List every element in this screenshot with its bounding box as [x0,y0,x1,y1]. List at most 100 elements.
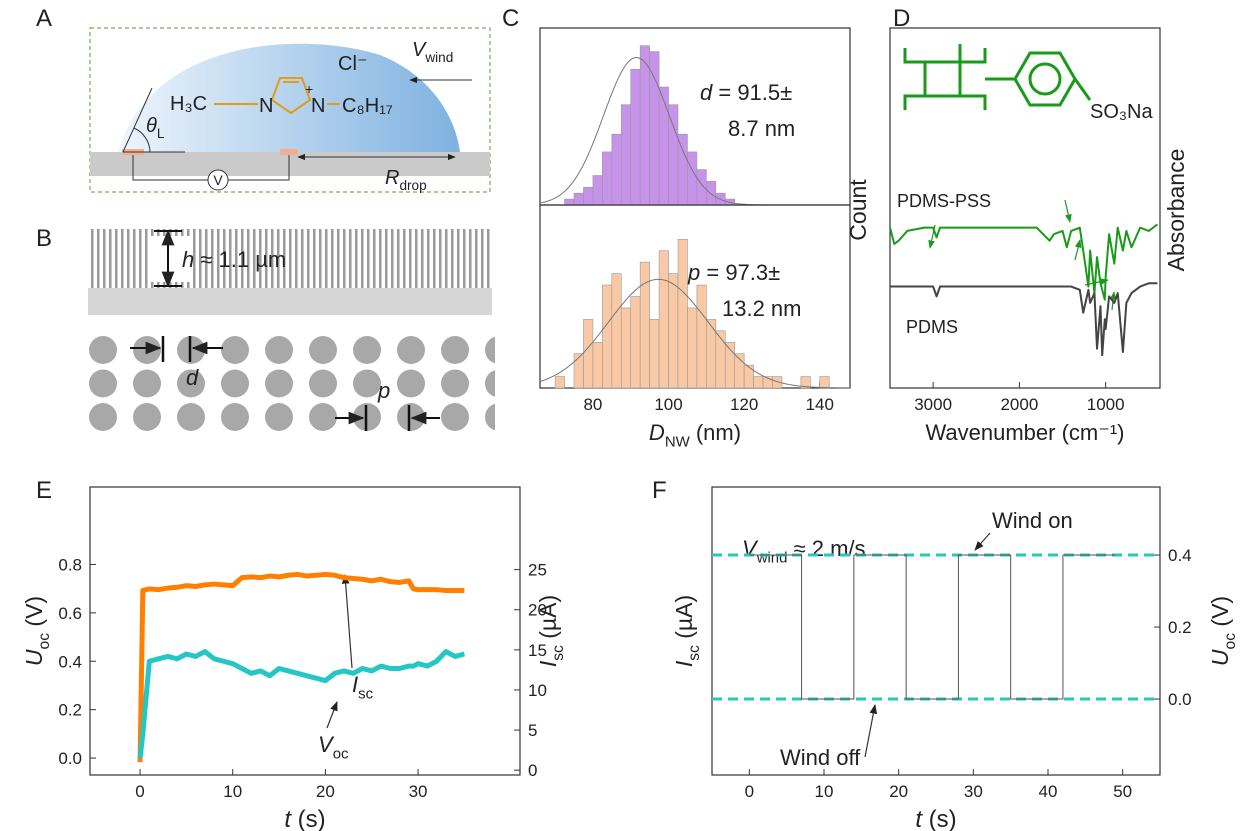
x-axis-label-part: t [915,806,923,831]
y2-axis-label: Uoc (V) [1207,596,1239,666]
angle-label-part: L [157,126,165,141]
plot-frame [711,486,1161,776]
plot-frame [889,27,1161,389]
histogram-bar [743,364,754,389]
pointer [864,704,878,758]
benzene-ring [1028,62,1062,96]
histogram-bar [800,376,811,389]
annotation-part: d [700,80,713,105]
histogram-bar [583,187,594,206]
annotation-part: 8.7 nm [728,116,795,141]
radius-label-part: R [385,167,399,189]
data-line [137,571,465,763]
pointer [974,532,991,551]
y2-axis-label: Isc (µA) [535,595,567,667]
height-label-part: h [182,247,194,272]
histogram-bar [687,307,698,389]
frame [89,27,491,193]
y-axis-label-part: (V) [21,596,47,633]
histogram-bar [611,273,622,389]
radius-label: Rdrop [385,167,427,193]
annotation: Isc [352,672,374,703]
histogram-bar [696,169,707,206]
wind-label-part: wind [424,50,453,65]
annotation: 8.7 nm [728,116,795,141]
y2-tick-label: 10 [528,681,547,700]
base [88,288,492,315]
y2-tick-label: 25 [528,561,547,580]
x-axis-label-part: (s) [291,806,326,831]
x-tick-label: 120 [730,395,758,414]
y2-axis-label-part: I [535,660,561,667]
histogram-bar [630,296,641,389]
wind-label-part: V [412,39,427,61]
peak-arrow [1064,199,1072,223]
histogram-bar [658,86,669,206]
chain: C₈H₁₇ [342,95,393,117]
y2-axis-label-part: (V) [1207,596,1233,633]
series-label: PDMS [906,317,958,337]
annotation: 13.2 nm [722,296,802,321]
x-tick-label: 1000 [1087,395,1125,414]
structure [903,44,1092,110]
atom: N [311,95,325,117]
histogram-bar [677,239,688,389]
series-label: PDMS-PSS [897,191,991,211]
annotation-part: V [318,732,335,757]
bond [1073,78,1092,101]
histogram-bar [554,376,565,389]
x-axis-label: DNW (nm) [649,420,741,451]
pitch-label: p [377,378,390,403]
histogram-bar [668,104,679,206]
histogram-bar [630,69,641,206]
plot-frame [89,486,521,776]
meter-label: V [213,172,223,188]
y-axis-label-part: U [21,649,47,666]
x-axis-label-part: (s) [922,806,957,831]
y2-tick-label: 0.4 [1168,546,1192,565]
x-tick-label: 10 [815,782,834,801]
histogram-bar [677,133,688,206]
y2-axis-label-part: sc [550,645,567,661]
x-axis-label-part: D [649,420,665,445]
y-tick-label: 0.2 [58,701,82,720]
y2-tick-label: 15 [528,641,547,660]
ring [270,77,312,115]
y-axis-label: Uoc (V) [21,596,53,666]
histogram-bar [649,319,660,389]
histogram-bar [668,273,679,389]
x-tick-label: 20 [889,782,908,801]
annotation-part: = 97.3± [700,260,780,285]
y-tick-label: 0.6 [58,604,82,623]
annotation-part: wind [756,550,788,567]
histogram-bar [592,175,603,206]
annotation-arrows [326,199,1117,758]
angle-label-part: θ [146,115,157,137]
y-tick-label: 0.8 [58,555,82,574]
y-axis-label-part: oc [36,633,53,650]
y-axis-label: Count [845,179,871,241]
histogram-bar [611,133,622,206]
y2-tick-label: 0 [528,761,537,780]
annotation-part: Wind on [992,508,1073,533]
histogram-bar [573,353,584,389]
charge: + [305,81,313,97]
histogram-bar [819,376,830,389]
diagram-b: d p [81,229,495,433]
x-axis-label-part: (nm) [690,420,741,445]
histogram-bar [696,284,707,389]
annotation: Wind on [992,508,1073,533]
x-tick-label: 20 [316,782,335,801]
y-axis-label-part: I [671,660,697,667]
tangent [122,87,153,153]
wind-label: Vwind [412,39,453,65]
substrate [90,152,490,176]
y2-tick-label: 20 [528,601,547,620]
annotation: d = 91.5± [700,80,792,105]
spectrum-line [889,223,1159,301]
electrode [280,149,298,155]
x-tick-label: 3000 [914,395,952,414]
x-axis-label: t (s) [284,806,325,831]
height-label-part: ≈ 1.1 µm [194,247,286,272]
